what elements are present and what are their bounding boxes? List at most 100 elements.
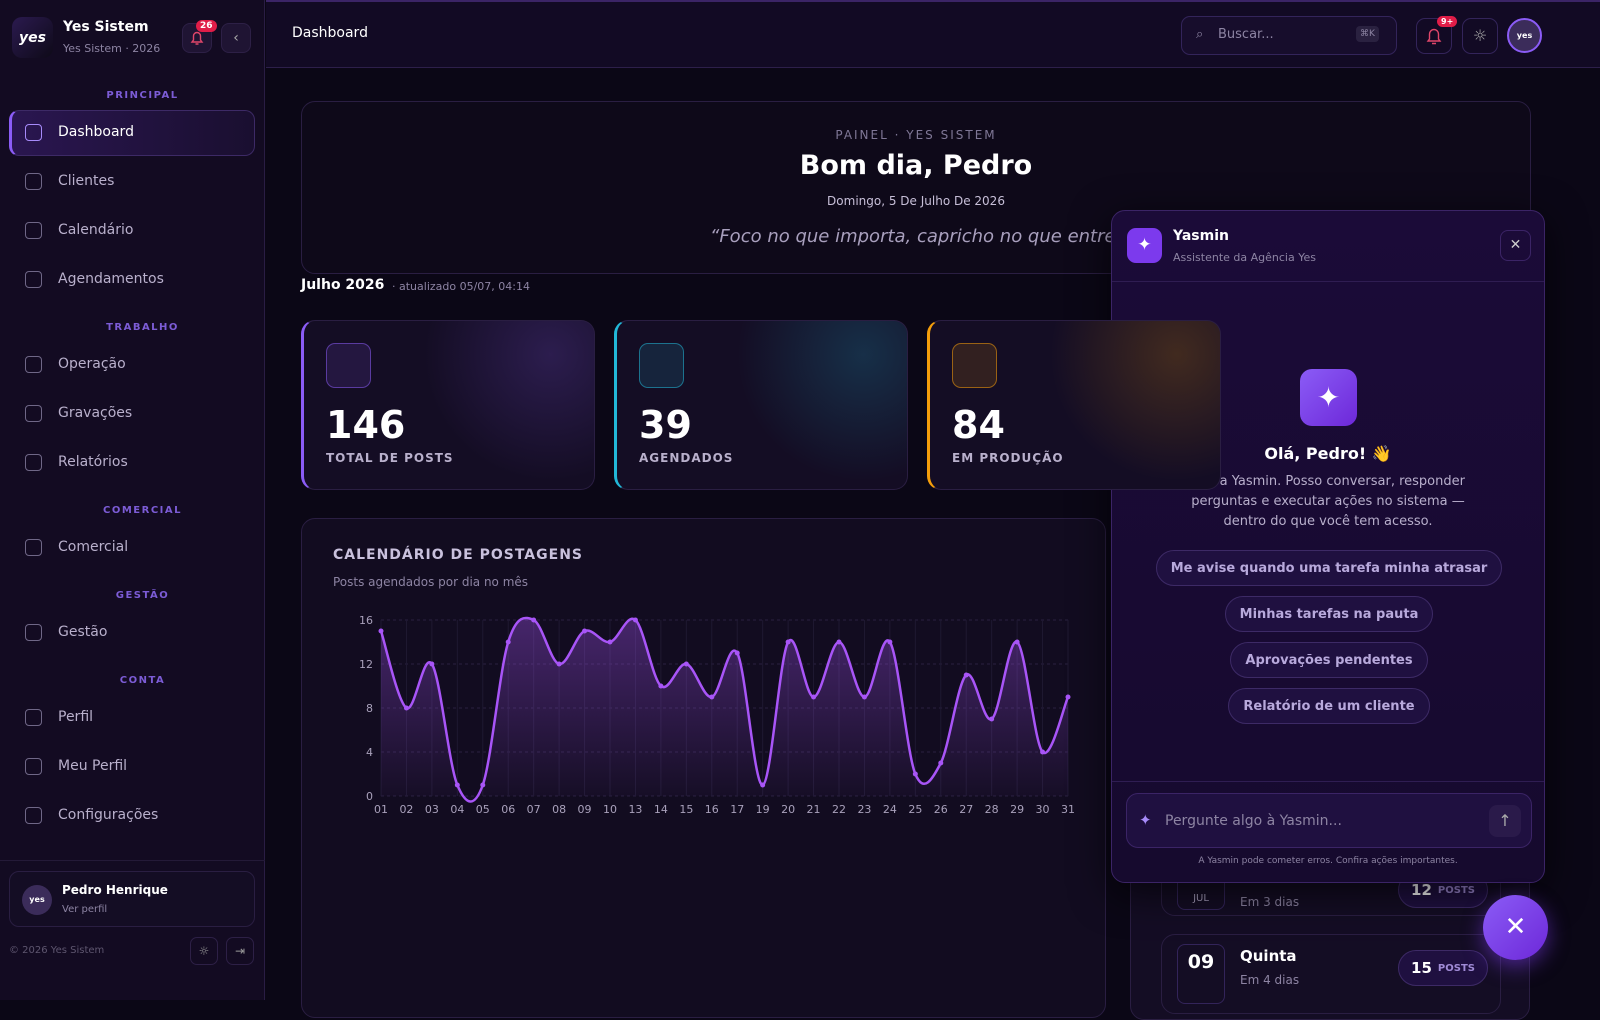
assistant-fab[interactable]: ✕ (1483, 895, 1548, 960)
unit: POSTS (1437, 884, 1475, 896)
weekday: Quinta (1240, 947, 1297, 965)
hero: PAINEL · YES SISTEM Bom dia, Pedro Domin… (301, 101, 1531, 274)
x-tick-label: 13 (628, 803, 642, 816)
when: Em 3 dias (1240, 895, 1300, 909)
stat-card: 84 EM PRODUÇÃO (927, 320, 1221, 490)
upcoming-item[interactable]: 09 Quinta Em 4 dias 15 POSTS (1161, 934, 1501, 1014)
user-card[interactable]: yes Pedro Henrique Ver perfil (9, 871, 255, 927)
period-updated: · atualizado 05/07, 04:14 (392, 280, 530, 293)
nav-icon (25, 454, 42, 471)
nav-icon (25, 222, 42, 239)
assistant-intro: Sou a Yasmin. Posso conversar, responder… (1191, 474, 1465, 529)
stat-card: 39 AGENDADOS (614, 320, 908, 490)
stat-label: EM PRODUÇÃO (952, 451, 1064, 465)
nav-icon (25, 356, 42, 373)
nav-item[interactable]: Operação (58, 356, 126, 372)
nav-item[interactable]: Clientes (58, 173, 115, 189)
chat-input[interactable]: ✦ Pergunte algo à Yasmin... ↑ (1126, 793, 1532, 848)
stat-value: 84 (952, 403, 1005, 447)
point (505, 639, 511, 645)
send-button[interactable]: ↑ (1489, 805, 1521, 837)
suggestion-chip[interactable]: Me avise quando uma tarefa minha atrasar (1155, 550, 1503, 586)
section-title: PRINCIPAL (106, 90, 179, 101)
chart-title: CALENDÁRIO DE POSTAGENS (333, 547, 583, 563)
point (785, 639, 791, 645)
stat-label: TOTAL DE POSTS (326, 451, 454, 465)
search[interactable]: ⌕ Buscar... ⌘K (1181, 16, 1397, 55)
theme-toggle[interactable]: ☼ (1462, 18, 1498, 54)
logo: yes (12, 17, 53, 58)
point (607, 639, 613, 645)
x-tick-label: 19 (756, 803, 770, 816)
x-tick-label: 06 (501, 803, 515, 816)
point (632, 617, 638, 623)
point (734, 650, 740, 656)
nav-icon (25, 709, 42, 726)
sidebar: yes Yes Sistem Yes Sistem · 2026 26 ‹ PR… (0, 0, 265, 1000)
avatar[interactable]: yes (1507, 18, 1542, 53)
suggestion-chip[interactable]: Relatório de um cliente (1228, 688, 1430, 724)
nav-item[interactable]: Comercial (58, 539, 129, 555)
close-button[interactable]: ✕ (1500, 230, 1531, 261)
point (963, 672, 969, 678)
stat-icon (952, 343, 997, 388)
active-item[interactable] (9, 110, 255, 156)
section-title: COMERCIAL (103, 505, 182, 516)
point (1065, 694, 1071, 700)
stat-icon (326, 343, 371, 388)
x-tick-label: 04 (450, 803, 464, 816)
nav-item[interactable]: Gravações (58, 405, 133, 421)
x-tick-label: 16 (705, 803, 719, 816)
nav-item[interactable]: Gestão (58, 624, 108, 640)
x-tick-label: 26 (934, 803, 948, 816)
area (381, 617, 1068, 802)
section-title: GESTÃO (115, 590, 170, 601)
nav-item[interactable]: Agendamentos (58, 271, 164, 287)
suggestion-chip[interactable]: Aprovações pendentes (1230, 642, 1428, 678)
nav-item[interactable]: Dashboard (58, 124, 134, 140)
nav-item[interactable]: Perfil (58, 709, 94, 725)
theme-button[interactable]: ☼ (190, 937, 218, 965)
nav-item[interactable]: Meu Perfil (58, 758, 128, 774)
point (989, 716, 995, 722)
x-tick-label: 25 (908, 803, 922, 816)
point (480, 782, 486, 788)
nav-item[interactable]: Configurações (58, 807, 159, 823)
point (531, 617, 537, 623)
input-placeholder: Pergunte algo à Yasmin... (1165, 813, 1342, 829)
x-tick-label: 22 (832, 803, 846, 816)
logout-button[interactable]: ⇥ (226, 937, 254, 965)
section-title: TRABALHO (106, 322, 179, 333)
nav-item[interactable]: Calendário (58, 222, 134, 238)
y-tick-label: 4 (366, 746, 373, 759)
y-tick-label: 16 (359, 614, 373, 627)
search-placeholder: Buscar... (1218, 27, 1274, 42)
disclaimer: A Yasmin pode cometer erros. Confira açõ… (1198, 856, 1458, 866)
user-name: Pedro Henrique (62, 883, 168, 897)
point (938, 760, 944, 766)
footer: © 2026 Yes Sistem (9, 945, 105, 956)
x-tick-label: 20 (781, 803, 795, 816)
stat-value: 146 (326, 403, 406, 447)
point (861, 694, 867, 700)
stat-card: 146 TOTAL DE POSTS (301, 320, 595, 490)
period-month: Julho 2026 (301, 277, 385, 293)
assistant-role: Assistente da Agência Yes (1173, 251, 1316, 264)
nav-item[interactable]: Relatórios (58, 454, 128, 470)
greeting: Bom dia, Pedro (799, 150, 1033, 181)
point (1014, 639, 1020, 645)
suggestion-chip[interactable]: Minhas tarefas na pauta (1224, 596, 1434, 632)
point (378, 628, 384, 634)
x-tick-label: 03 (425, 803, 439, 816)
point (887, 639, 893, 645)
point (836, 639, 842, 645)
chart-card: CALENDÁRIO DE POSTAGENS Posts agendados … (301, 518, 1106, 1018)
nav-icon (25, 758, 42, 775)
point (658, 683, 664, 689)
notifications[interactable] (1416, 18, 1452, 54)
collapse[interactable]: ‹ (221, 23, 251, 53)
eyebrow: PAINEL · YES SISTEM (835, 128, 997, 142)
section-title: CONTA (119, 675, 166, 686)
suggestions: Me avise quando uma tarefa minha atrasar… (1144, 550, 1514, 724)
